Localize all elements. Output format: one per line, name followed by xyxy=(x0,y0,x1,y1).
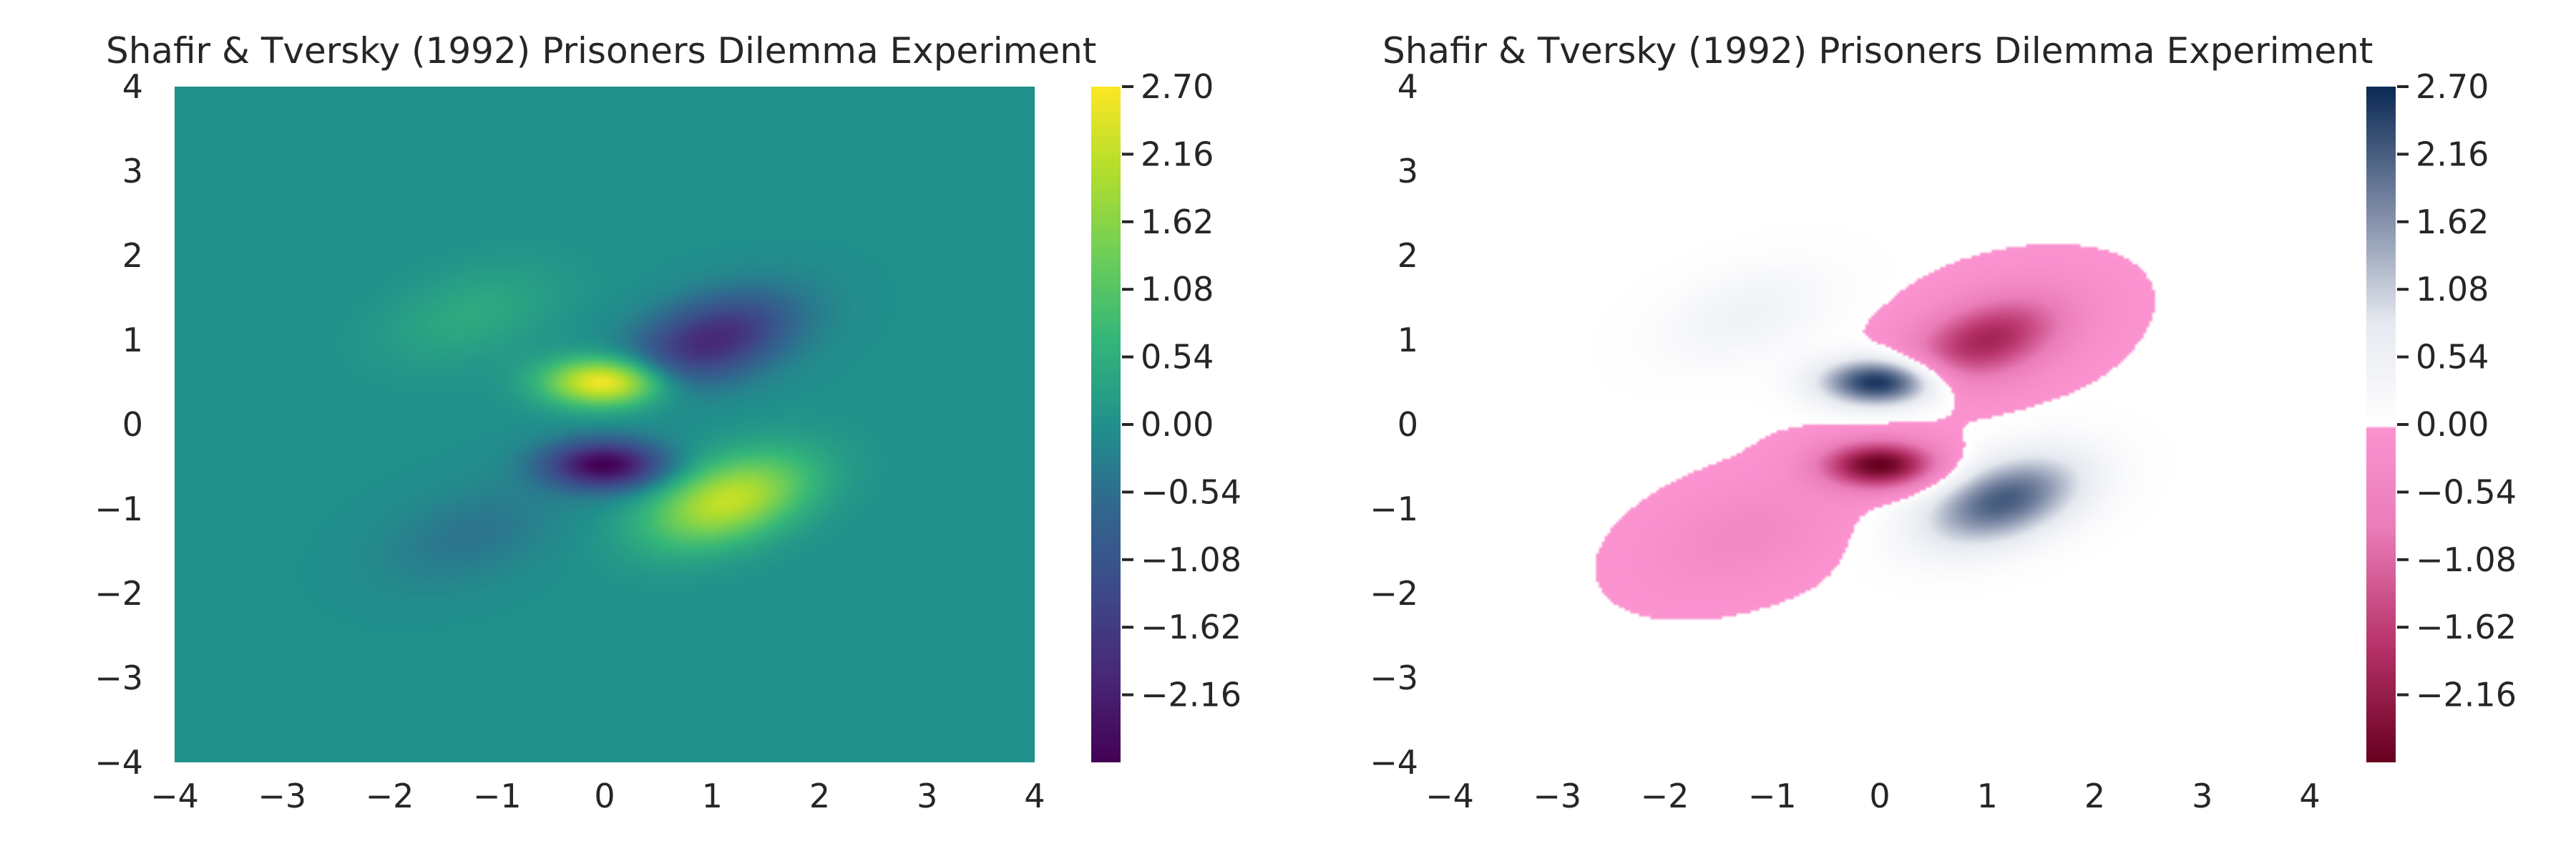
right-axis-ticks: −4 −3 −2 −1 0 1 2 3 4 −4 −3 −2 −1 0 1 2 3 4 xyxy=(1370,67,2320,815)
left-colorbar xyxy=(1091,87,1121,762)
y-tick-label: 0 xyxy=(122,405,143,444)
y-tick-label: 4 xyxy=(1397,67,1418,106)
x-tick-label: 2 xyxy=(809,777,830,815)
colorbar-tick-label: 2.16 xyxy=(1141,135,1214,173)
right-panel: Shafir & Tversky (1992) Prisoners Dilemm… xyxy=(1370,30,2517,815)
x-tick-label: 4 xyxy=(2299,777,2320,815)
right-colorbar-ticks: 2.70 2.16 1.62 1.08 0.54 0.00 −0.54 −1.08 −1.62 −… xyxy=(2397,67,2517,714)
y-tick-label: −2 xyxy=(1370,574,1418,613)
colorbar-tick-label: 1.08 xyxy=(2416,270,2489,309)
colorbar-tick-label: 0.54 xyxy=(2416,338,2489,377)
left-colorbar-ticks: 2.70 2.16 1.62 1.08 0.54 0.00 −0.54 −1.08 −1.62 −… xyxy=(1122,67,1241,714)
x-tick-label: 1 xyxy=(1977,777,1998,815)
y-tick-label: −3 xyxy=(1370,659,1418,697)
y-tick-label: 3 xyxy=(122,152,143,190)
left-chart-title: Shafir & Tversky (1992) Prisoners Dilemm… xyxy=(106,30,1096,72)
right-chart-title: Shafir & Tversky (1992) Prisoners Dilemm… xyxy=(1382,30,2373,72)
x-tick-label: 3 xyxy=(2192,777,2212,815)
colorbar-tick-label: −0.54 xyxy=(2416,472,2517,511)
colorbar-tick-label: 1.62 xyxy=(1141,203,1214,241)
y-tick-label: 2 xyxy=(1397,236,1418,275)
y-tick-label: −1 xyxy=(94,490,143,528)
colorbar-tick-label: −1.62 xyxy=(1141,608,1241,646)
x-tick-label: 3 xyxy=(917,777,937,815)
y-tick-label: 1 xyxy=(122,321,143,359)
x-tick-label: −2 xyxy=(366,777,414,815)
colorbar-tick-label: 2.70 xyxy=(2416,67,2489,106)
colorbar-tick-label: 1.62 xyxy=(2416,203,2489,241)
colorbar-tick-label: 0.00 xyxy=(1141,405,1214,444)
colorbar-tick-label: −1.08 xyxy=(1141,540,1241,579)
left-axis-ticks: −4 −3 −2 −1 0 1 2 3 4 −4 −3 −2 −1 0 1 2 3 4 xyxy=(94,67,1045,815)
colorbar-tick-label: −0.54 xyxy=(1141,472,1241,511)
left-panel: Shafir & Tversky (1992) Prisoners Dilemm… xyxy=(94,30,1241,815)
x-tick-label: −1 xyxy=(1748,777,1797,815)
x-tick-label: 2 xyxy=(2084,777,2105,815)
y-tick-label: 0 xyxy=(1397,405,1418,444)
right-heatmap xyxy=(1450,87,2310,762)
y-tick-label: 4 xyxy=(122,67,143,106)
x-tick-label: 0 xyxy=(594,777,615,815)
colorbar-tick-label: 2.70 xyxy=(1141,67,1214,106)
x-tick-label: −2 xyxy=(1641,777,1689,815)
colorbar-tick-label: −2.16 xyxy=(1141,676,1241,714)
y-tick-label: −4 xyxy=(1370,743,1418,782)
x-tick-label: −3 xyxy=(258,777,306,815)
x-tick-label: −1 xyxy=(473,777,522,815)
x-tick-label: −4 xyxy=(1425,777,1474,815)
colorbar-tick-label: −2.16 xyxy=(2416,676,2517,714)
colorbar-tick-label: 2.16 xyxy=(2416,135,2489,173)
x-tick-label: 0 xyxy=(1869,777,1890,815)
x-tick-label: −3 xyxy=(1533,777,1581,815)
x-tick-label: 1 xyxy=(702,777,723,815)
y-tick-label: −1 xyxy=(1370,490,1418,528)
y-tick-label: −2 xyxy=(94,574,143,613)
colorbar-tick-label: −1.08 xyxy=(2416,540,2517,579)
x-tick-label: −4 xyxy=(150,777,199,815)
colorbar-tick-label: −1.62 xyxy=(2416,608,2517,646)
left-heatmap xyxy=(175,87,1035,762)
x-tick-label: 4 xyxy=(1024,777,1045,815)
right-colorbar xyxy=(2366,87,2396,762)
colorbar-tick-label: 1.08 xyxy=(1141,270,1214,309)
y-tick-label: −4 xyxy=(94,743,143,782)
y-tick-label: 2 xyxy=(122,236,143,275)
y-tick-label: 1 xyxy=(1397,321,1418,359)
y-tick-label: −3 xyxy=(94,659,143,697)
colorbar-tick-label: 0.54 xyxy=(1141,338,1214,377)
y-tick-label: 3 xyxy=(1397,152,1418,190)
colorbar-tick-label: 0.00 xyxy=(2416,405,2489,444)
